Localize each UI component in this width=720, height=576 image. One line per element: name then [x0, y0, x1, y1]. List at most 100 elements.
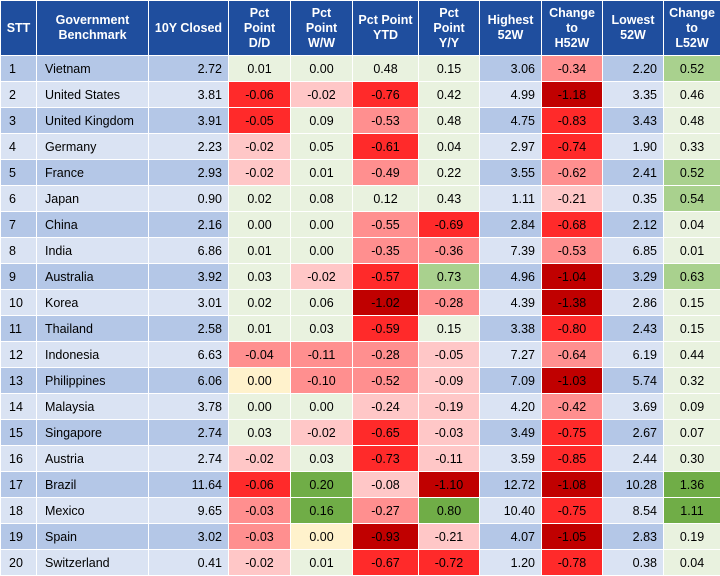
- ww-cell: 0.00: [290, 523, 353, 550]
- benchmark-cell: Brazil: [36, 471, 149, 498]
- benchmark-cell: France: [36, 159, 149, 186]
- h52-cell: 7.39: [479, 237, 542, 264]
- table-row: 18 Mexico 9.65 -0.03 0.16 -0.27 0.80 10.40 -0.75…: [0, 497, 720, 524]
- ytd-cell: -0.08: [352, 471, 419, 498]
- dd-cell: 0.03: [228, 419, 291, 446]
- h52-cell: 2.97: [479, 133, 542, 160]
- yy-cell: 0.48: [418, 107, 480, 134]
- ytd-cell: -0.93: [352, 523, 419, 550]
- ww-cell: -0.11: [290, 341, 353, 368]
- h52-cell: 3.59: [479, 445, 542, 472]
- yy-cell: -0.09: [418, 367, 480, 394]
- change-l52-cell: 0.63: [663, 263, 720, 290]
- benchmark-cell: Vietnam: [36, 55, 149, 82]
- stt-cell: 8: [0, 237, 37, 264]
- change-h52-cell: -0.80: [541, 315, 603, 342]
- dd-cell: 0.00: [228, 211, 291, 238]
- change-l52-cell: 0.33: [663, 133, 720, 160]
- closed-cell: 2.93: [148, 159, 229, 186]
- yy-cell: -0.03: [418, 419, 480, 446]
- table-row: 1 Vietnam 2.72 0.01 0.00 0.48 0.15 3.06 -0.34 2.2…: [0, 55, 720, 82]
- l52-cell: 6.85: [602, 237, 664, 264]
- yy-cell: 0.73: [418, 263, 480, 290]
- dd-cell: -0.03: [228, 523, 291, 550]
- change-l52-cell: 0.09: [663, 393, 720, 420]
- change-l52-cell: 0.32: [663, 367, 720, 394]
- benchmark-cell: Germany: [36, 133, 149, 160]
- header-row: STT Government Benchmark 10Y Closed Pct …: [0, 0, 720, 56]
- table-row: 14 Malaysia 3.78 0.00 0.00 -0.24 -0.19 4.20 -0.4…: [0, 393, 720, 420]
- yy-cell: 0.80: [418, 497, 480, 524]
- table-row: 4 Germany 2.23 -0.02 0.05 -0.61 0.04 2.97 -0.74 1…: [0, 133, 720, 160]
- ytd-cell: -0.57: [352, 263, 419, 290]
- ww-cell: 0.00: [290, 211, 353, 238]
- ww-cell: 0.00: [290, 393, 353, 420]
- closed-cell: 3.92: [148, 263, 229, 290]
- benchmark-cell: Korea: [36, 289, 149, 316]
- ytd-cell: -0.65: [352, 419, 419, 446]
- table-row: 5 France 2.93 -0.02 0.01 -0.49 0.22 3.55 -0.62 2.…: [0, 159, 720, 186]
- ww-cell: 0.03: [290, 445, 353, 472]
- change-h52-cell: -0.42: [541, 393, 603, 420]
- stt-cell: 2: [0, 81, 37, 108]
- ww-cell: 0.03: [290, 315, 353, 342]
- benchmark-cell: India: [36, 237, 149, 264]
- l52-cell: 2.43: [602, 315, 664, 342]
- ww-cell: 0.00: [290, 55, 353, 82]
- l52-cell: 3.35: [602, 81, 664, 108]
- header-change-l52w: Change to L52W: [663, 0, 720, 56]
- yy-cell: -0.05: [418, 341, 480, 368]
- change-h52-cell: -0.75: [541, 497, 603, 524]
- l52-cell: 2.20: [602, 55, 664, 82]
- closed-cell: 6.06: [148, 367, 229, 394]
- closed-cell: 3.91: [148, 107, 229, 134]
- stt-cell: 19: [0, 523, 37, 550]
- l52-cell: 2.83: [602, 523, 664, 550]
- stt-cell: 11: [0, 315, 37, 342]
- ytd-cell: -0.73: [352, 445, 419, 472]
- change-h52-cell: -1.05: [541, 523, 603, 550]
- h52-cell: 3.06: [479, 55, 542, 82]
- stt-cell: 20: [0, 549, 37, 576]
- table-row: 19 Spain 3.02 -0.03 0.00 -0.93 -0.21 4.07 -1.05 2…: [0, 523, 720, 550]
- change-l52-cell: 0.01: [663, 237, 720, 264]
- l52-cell: 2.41: [602, 159, 664, 186]
- change-h52-cell: -0.21: [541, 185, 603, 212]
- h52-cell: 12.72: [479, 471, 542, 498]
- stt-cell: 4: [0, 133, 37, 160]
- ww-cell: 0.09: [290, 107, 353, 134]
- yy-cell: -0.69: [418, 211, 480, 238]
- ww-cell: -0.02: [290, 81, 353, 108]
- yy-cell: 0.22: [418, 159, 480, 186]
- ytd-cell: -0.28: [352, 341, 419, 368]
- stt-cell: 5: [0, 159, 37, 186]
- stt-cell: 18: [0, 497, 37, 524]
- dd-cell: -0.02: [228, 549, 291, 576]
- dd-cell: 0.01: [228, 237, 291, 264]
- h52-cell: 4.20: [479, 393, 542, 420]
- header-change-h52w: Change to H52W: [541, 0, 603, 56]
- header-pct-ww: Pct Point W/W: [290, 0, 353, 56]
- dd-cell: -0.02: [228, 133, 291, 160]
- h52-cell: 7.27: [479, 341, 542, 368]
- table-row: 20 Switzerland 0.41 -0.02 0.01 -0.67 -0.72 1.20…: [0, 549, 720, 576]
- ytd-cell: -1.02: [352, 289, 419, 316]
- l52-cell: 3.29: [602, 263, 664, 290]
- table-row: 16 Austria 2.74 -0.02 0.03 -0.73 -0.11 3.59 -0.8…: [0, 445, 720, 472]
- h52-cell: 10.40: [479, 497, 542, 524]
- benchmark-cell: United Kingdom: [36, 107, 149, 134]
- table-row: 11 Thailand 2.58 0.01 0.03 -0.59 0.15 3.38 -0.80…: [0, 315, 720, 342]
- h52-cell: 4.07: [479, 523, 542, 550]
- change-h52-cell: -0.62: [541, 159, 603, 186]
- table-row: 2 United States 3.81 -0.06 -0.02 -0.76 0.42 4.9…: [0, 81, 720, 108]
- ytd-cell: -0.76: [352, 81, 419, 108]
- benchmark-cell: Malaysia: [36, 393, 149, 420]
- change-l52-cell: 0.30: [663, 445, 720, 472]
- ytd-cell: -0.67: [352, 549, 419, 576]
- dd-cell: 0.02: [228, 289, 291, 316]
- dd-cell: -0.03: [228, 497, 291, 524]
- ww-cell: 0.00: [290, 237, 353, 264]
- yy-cell: -0.28: [418, 289, 480, 316]
- ytd-cell: -0.52: [352, 367, 419, 394]
- header-highest-52w: Highest 52W: [479, 0, 542, 56]
